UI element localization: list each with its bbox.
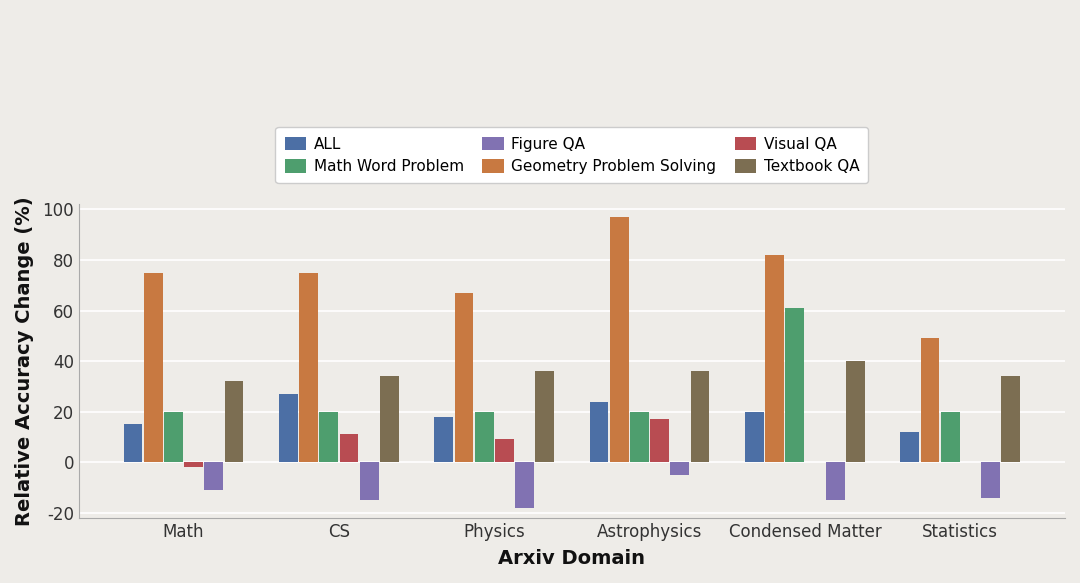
Bar bbox=[671, 462, 689, 475]
Bar bbox=[846, 361, 865, 462]
Bar bbox=[299, 273, 318, 462]
Bar bbox=[279, 394, 298, 462]
Bar bbox=[360, 462, 379, 500]
Bar bbox=[901, 432, 919, 462]
Bar bbox=[204, 462, 224, 490]
Bar bbox=[434, 417, 454, 462]
Bar bbox=[515, 462, 534, 508]
Bar bbox=[941, 412, 960, 462]
Bar bbox=[1001, 376, 1021, 462]
Bar bbox=[495, 440, 514, 462]
Bar bbox=[455, 293, 473, 462]
Bar bbox=[630, 412, 649, 462]
Bar bbox=[380, 376, 399, 462]
X-axis label: Arxiv Domain: Arxiv Domain bbox=[498, 549, 646, 568]
Bar bbox=[123, 424, 143, 462]
Legend: ALL, Math Word Problem, Figure QA, Geometry Problem Solving, Visual QA, Textbook: ALL, Math Word Problem, Figure QA, Geome… bbox=[275, 127, 868, 184]
Bar bbox=[144, 273, 163, 462]
Bar bbox=[650, 419, 670, 462]
Bar bbox=[766, 255, 784, 462]
Bar bbox=[745, 412, 764, 462]
Bar bbox=[826, 462, 845, 500]
Bar bbox=[785, 308, 805, 462]
Bar bbox=[920, 338, 940, 462]
Bar bbox=[320, 412, 338, 462]
Bar bbox=[982, 462, 1000, 497]
Bar bbox=[164, 412, 183, 462]
Bar bbox=[475, 412, 494, 462]
Bar bbox=[590, 402, 608, 462]
Bar bbox=[691, 371, 710, 462]
Bar bbox=[610, 217, 629, 462]
Bar bbox=[536, 371, 554, 462]
Bar bbox=[339, 434, 359, 462]
Y-axis label: Relative Accuracy Change (%): Relative Accuracy Change (%) bbox=[15, 196, 33, 526]
Bar bbox=[185, 462, 203, 467]
Bar bbox=[225, 381, 243, 462]
